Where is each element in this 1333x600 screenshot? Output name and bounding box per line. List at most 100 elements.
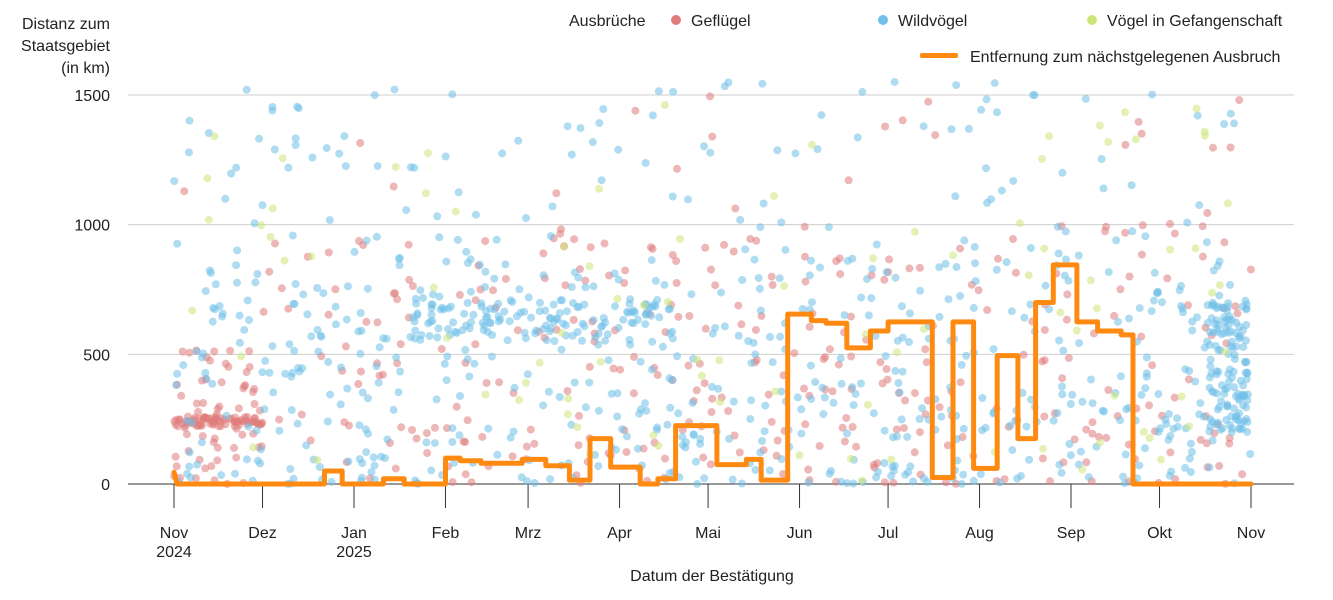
scatter-point-gefl-gel <box>1170 393 1179 402</box>
scatter-point-gefl-gel <box>790 349 799 358</box>
scatter-point-wildv-gel <box>919 474 928 483</box>
scatter-point-wildv-gel <box>754 274 763 283</box>
scatter-point-wildv-gel <box>1213 324 1222 333</box>
scatter-point-wildv-gel <box>1055 336 1064 345</box>
scatter-point-wildv-gel <box>651 302 660 311</box>
scatter-point-v-gel-in-gefangenschaft <box>1121 108 1129 117</box>
scatter-point-gefl-gel <box>397 423 406 432</box>
scatter-point-wildv-gel <box>567 150 576 159</box>
scatter-point-wildv-gel <box>395 253 404 262</box>
scatter-point-wildv-gel <box>185 462 194 471</box>
scatter-point-wildv-gel <box>585 378 594 387</box>
scatter-point-gefl-gel <box>956 378 965 387</box>
scatter-point-wildv-gel <box>881 352 890 361</box>
scatter-point-gefl-gel <box>609 364 618 373</box>
scatter-point-gefl-gel <box>956 244 965 253</box>
scatter-point-wildv-gel <box>962 351 971 360</box>
x-tick-label: Nov <box>1237 525 1265 542</box>
scatter-point-gefl-gel <box>653 371 662 379</box>
scatter-point-gefl-gel <box>720 240 729 249</box>
scatter-point-wildv-gel <box>466 287 475 296</box>
scatter-point-wildv-gel <box>869 409 878 418</box>
scatter-point-gefl-gel <box>526 425 535 434</box>
scatter-point-wildv-gel <box>492 235 501 244</box>
scatter-point-gefl-gel <box>779 470 788 479</box>
scatter-point-wildv-gel <box>589 282 598 291</box>
scatter-point-wildv-gel <box>1007 307 1016 316</box>
scatter-point-gefl-gel <box>1088 429 1097 438</box>
y-tick-label: 0 <box>101 477 110 494</box>
scatter-point-wildv-gel <box>1239 401 1248 410</box>
scatter-point-wildv-gel <box>232 261 241 270</box>
scatter-point-wildv-gel <box>326 390 335 399</box>
scatter-point-wildv-gel <box>539 271 548 280</box>
scatter-point-wildv-gel <box>736 215 745 224</box>
scatter-point-gefl-gel <box>482 379 491 387</box>
scatter-point-gefl-gel <box>1235 96 1244 105</box>
scatter-point-gefl-gel <box>252 419 261 428</box>
scatter-point-wildv-gel <box>872 473 881 482</box>
scatter-point-wildv-gel <box>916 286 925 295</box>
scatter-point-wildv-gel <box>594 329 603 338</box>
scatter-point-gefl-gel <box>1070 435 1079 444</box>
legend-label-distance-line: Entfernung zum nächstgelegenen Ausbruch <box>970 49 1281 66</box>
scatter-point-gefl-gel <box>437 345 446 353</box>
scatter-point-wildv-gel <box>435 233 444 242</box>
scatter-point-gefl-gel <box>1088 418 1097 427</box>
scatter-point-gefl-gel <box>478 432 487 441</box>
scatter-point-wildv-gel <box>619 315 628 324</box>
scatter-point-wildv-gel <box>442 257 451 266</box>
scatter-point-v-gel-in-gefangenschaft <box>1045 132 1054 141</box>
scatter-point-gefl-gel <box>1019 350 1028 359</box>
scatter-point-wildv-gel <box>613 412 622 421</box>
scatter-point-gefl-gel <box>340 418 349 427</box>
legend-item-distance-line: Entfernung zum nächstgelegenen Ausbruch <box>920 49 1280 67</box>
scatter-point-gefl-gel <box>356 367 365 376</box>
scatter-point-wildv-gel <box>324 357 333 366</box>
scatter-point-wildv-gel <box>462 321 471 330</box>
scatter-point-wildv-gel <box>562 307 571 316</box>
scatter-point-gefl-gel <box>674 312 683 321</box>
scatter-point-wildv-gel <box>1208 417 1217 426</box>
scatter-point-wildv-gel <box>1150 268 1159 277</box>
scatter-point-gefl-gel <box>834 360 843 369</box>
scatter-point-wildv-gel <box>293 419 302 428</box>
scatter-point-wildv-gel <box>515 285 524 294</box>
scatter-point-gefl-gel <box>821 353 830 362</box>
scatter-point-wildv-gel <box>270 145 279 154</box>
scatter-point-wildv-gel <box>971 277 980 286</box>
scatter-point-gefl-gel <box>1163 274 1172 283</box>
scatter-point-wildv-gel <box>807 256 816 265</box>
scatter-point-gefl-gel <box>1046 477 1054 486</box>
scatter-point-wildv-gel <box>811 378 820 387</box>
scatter-point-gefl-gel <box>192 399 201 408</box>
scatter-point-wildv-gel <box>1203 318 1212 327</box>
scatter-point-wildv-gel <box>240 325 249 334</box>
scatter-point-wildv-gel <box>1058 168 1067 177</box>
scatter-point-wildv-gel <box>807 395 816 404</box>
scatter-point-wildv-gel <box>372 232 381 241</box>
scatter-point-gefl-gel <box>569 315 578 324</box>
scatter-point-gefl-gel <box>701 243 710 252</box>
scatter-point-wildv-gel <box>555 393 564 401</box>
scatter-point-gefl-gel <box>215 402 224 411</box>
scatter-point-wildv-gel <box>797 429 806 438</box>
x-tick-label: Mrz <box>515 525 542 542</box>
scatter-point-wildv-gel <box>797 405 806 414</box>
scatter-point-wildv-gel <box>982 164 990 173</box>
scatter-point-wildv-gel <box>290 346 299 355</box>
scatter-point-v-gel-in-gefangenschaft <box>1024 271 1033 280</box>
scatter-point-gefl-gel <box>405 275 414 284</box>
scatter-point-wildv-gel <box>193 460 202 469</box>
scatter-point-gefl-gel <box>250 384 259 393</box>
scatter-point-wildv-gel <box>1195 410 1204 419</box>
scatter-point-wildv-gel <box>340 132 349 141</box>
legend-label-wildvoegel: Wildvögel <box>898 13 968 30</box>
scatter-point-wildv-gel <box>1227 327 1235 336</box>
scatter-point-v-gel-in-gefangenschaft <box>857 476 866 485</box>
scatter-point-v-gel-in-gefangenschaft <box>266 233 275 241</box>
scatter-point-wildv-gel <box>550 337 559 345</box>
scatter-point-v-gel-in-gefangenschaft <box>716 398 724 406</box>
scatter-point-v-gel-in-gefangenschaft <box>188 306 197 315</box>
scatter-point-gefl-gel <box>800 222 809 231</box>
